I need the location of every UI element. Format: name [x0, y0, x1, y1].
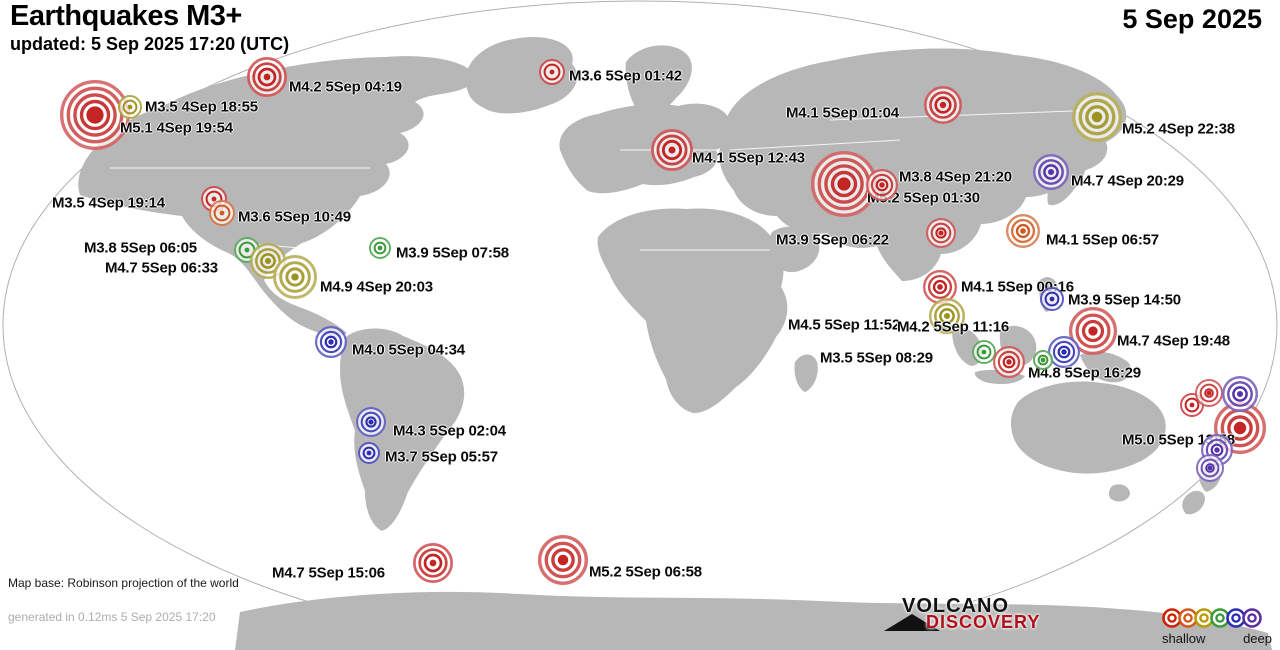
quake-marker[interactable]	[1068, 306, 1118, 361]
quake-label: M3.5 4Sep 19:14	[52, 194, 165, 212]
quake-marker[interactable]	[1032, 153, 1070, 196]
landmass-arabia	[768, 226, 820, 273]
quake-label: M3.6 5Sep 01:42	[569, 67, 682, 85]
quake-marker[interactable]	[117, 94, 143, 125]
landmass-madagascar	[794, 354, 818, 392]
quake-label: M4.8 5Sep 16:29	[1028, 364, 1141, 382]
quake-label: M4.9 4Sep 20:03	[320, 278, 433, 296]
quake-marker[interactable]	[272, 254, 318, 305]
quake-marker[interactable]	[1194, 378, 1224, 413]
landmass-africa	[597, 208, 788, 414]
quake-marker[interactable]	[1047, 335, 1081, 374]
quake-marker[interactable]	[246, 56, 288, 103]
quake-label: M3.8 4Sep 21:20	[899, 168, 1012, 186]
quake-marker[interactable]	[865, 168, 899, 207]
quake-marker[interactable]	[537, 534, 589, 591]
quake-marker[interactable]	[368, 236, 392, 265]
quake-label: M4.2 5Sep 11:16	[897, 318, 1010, 336]
quake-marker[interactable]	[928, 297, 966, 340]
landmass-north-america	[78, 56, 475, 338]
quake-label: M4.7 5Sep 15:06	[272, 564, 385, 582]
quake-label: M5.1 4Sep 19:54	[120, 119, 233, 137]
landmass-new-guinea	[1080, 351, 1132, 383]
landmass-south-america	[340, 328, 465, 531]
quake-marker[interactable]	[971, 339, 997, 370]
landmass-antarctica	[235, 591, 1272, 650]
landmass-greenland	[465, 36, 578, 114]
quake-label: M4.2 5Sep 04:19	[289, 78, 402, 96]
quake-label: M3.9 5Sep 06:22	[776, 231, 889, 249]
quake-marker[interactable]	[538, 58, 566, 91]
updated-timestamp: updated: 5 Sep 2025 17:20 (UTC)	[10, 34, 290, 54]
legend-depth-circle	[1194, 608, 1214, 633]
quake-marker[interactable]	[208, 199, 236, 232]
quake-label: M3.5 5Sep 08:29	[820, 349, 933, 367]
landmass-australia	[1010, 381, 1166, 474]
quake-marker[interactable]	[1221, 375, 1259, 418]
quake-label: M4.7 4Sep 19:48	[1117, 332, 1230, 350]
quake-marker[interactable]	[1039, 286, 1065, 317]
generated-timestamp: generated in 0.12ms 5 Sep 2025 17:20	[8, 610, 216, 624]
quake-label: M4.0 5Sep 04:34	[352, 341, 465, 359]
legend-depth-circle	[1178, 608, 1198, 633]
quake-marker[interactable]	[355, 406, 387, 443]
quake-label: M3.9 5Sep 14:50	[1068, 291, 1181, 309]
quake-label: M4.3 5Sep 02:04	[393, 422, 506, 440]
quake-marker[interactable]	[923, 85, 963, 130]
map-date: 5 Sep 2025	[1122, 4, 1262, 34]
depth-legend-circles	[1162, 608, 1272, 633]
quake-label: M3.6 5Sep 10:49	[238, 208, 351, 226]
legend-depth-circle	[1210, 608, 1230, 633]
quake-label: M4.1 5Sep 01:04	[786, 104, 899, 122]
quake-marker[interactable]	[650, 128, 694, 177]
landmass-scandinavia	[625, 45, 692, 118]
quake-marker[interactable]	[1071, 91, 1123, 148]
legend-shallow-label: shallow	[1162, 631, 1206, 646]
quake-label: M5.2 4Sep 22:38	[1122, 120, 1235, 138]
quake-label: M3.8 5Sep 06:05	[84, 239, 197, 257]
quake-marker[interactable]	[992, 345, 1026, 384]
map-base-attribution: Map base: Robinson projection of the wor…	[8, 576, 239, 590]
quake-label: M3.5 4Sep 18:55	[145, 98, 258, 116]
quake-marker[interactable]	[1032, 349, 1054, 376]
quake-marker[interactable]	[314, 325, 348, 364]
quake-marker[interactable]	[357, 441, 381, 470]
legend-depth-circle	[1242, 608, 1262, 633]
quake-label: M5.2 5Sep 06:58	[589, 563, 702, 581]
quake-label: M4.1 5Sep 12:43	[692, 149, 805, 167]
legend-deep-label: deep	[1243, 631, 1272, 646]
landmass-asia	[719, 48, 1127, 281]
quake-label: M4.5 5Sep 11:52	[788, 316, 901, 334]
legend-depth-circle	[1162, 608, 1182, 633]
logo-volcano-text: VOLCANO	[902, 595, 1009, 617]
quake-label: M4.7 5Sep 06:33	[105, 259, 218, 277]
quake-marker[interactable]	[925, 217, 957, 254]
legend-depth-circle	[1226, 608, 1246, 633]
quake-label: M4.7 4Sep 20:29	[1071, 172, 1184, 190]
landmass-europe	[559, 103, 733, 194]
quake-marker[interactable]	[1005, 213, 1041, 254]
page-title: Earthquakes M3+	[10, 0, 242, 32]
quake-marker[interactable]	[1195, 453, 1225, 488]
depth-legend: shallow deep	[1162, 608, 1272, 646]
quake-label: M4.1 5Sep 06:57	[1046, 231, 1159, 249]
quake-marker[interactable]	[412, 542, 454, 589]
quake-marker[interactable]	[249, 242, 287, 285]
logo-discovery-text: DISCOVERY	[926, 612, 1041, 632]
landmass-tasmania	[1108, 484, 1130, 502]
quake-label: M3.7 5Sep 05:57	[385, 448, 498, 466]
quake-label: M3.9 5Sep 07:58	[396, 244, 509, 262]
volcano-discovery-logo[interactable]: VOLCANO DISCOVERY	[880, 595, 1055, 640]
